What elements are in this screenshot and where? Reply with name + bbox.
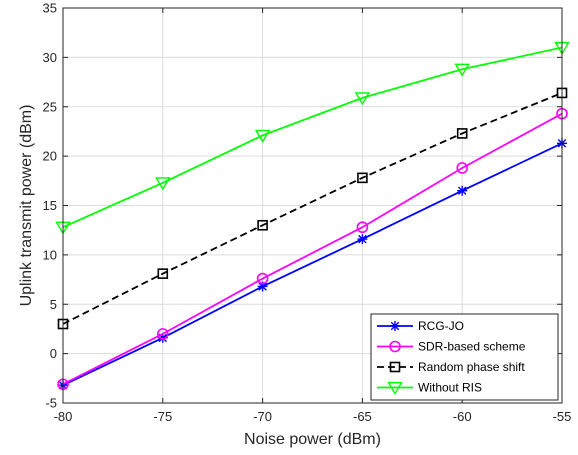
data-point: [457, 185, 468, 196]
series-line: [62, 142, 563, 387]
y-tick-label: 30: [43, 50, 57, 65]
y-tick-label: 20: [43, 149, 57, 164]
series-line: [62, 112, 563, 386]
data-point: [257, 281, 268, 292]
data-point: [456, 162, 469, 174]
legend-label: Random phase shift: [418, 360, 525, 374]
legend-label: RCG-JO: [418, 319, 464, 333]
x-tick-label: -70: [253, 409, 272, 424]
legend-label: Without RIS: [418, 381, 482, 395]
y-tick-label: 35: [43, 1, 57, 16]
series-line: [62, 46, 563, 229]
data-point: [454, 63, 470, 77]
legend-entry: Random phase shift: [377, 360, 525, 374]
data-point: [356, 221, 369, 234]
legend-marker: [390, 321, 400, 331]
legend-marker: [389, 361, 401, 373]
y-tick-label: 25: [43, 99, 57, 114]
legend-marker: [389, 340, 401, 353]
y-tick-label: 10: [43, 247, 57, 262]
legend: RCG-JO SDR-based scheme Random phase shift…: [370, 313, 559, 401]
axis-ticks: -80 -75 -70 -65 -60 -55 -5 0 5 10 15 20 25 30 35: [43, 1, 572, 425]
data-point: [157, 328, 169, 340]
data-point: [155, 177, 171, 191]
legend-entry: SDR-based scheme: [377, 340, 526, 354]
data-point: [257, 219, 268, 231]
data-point: [357, 234, 368, 245]
legend-entry: Without RIS: [377, 381, 482, 396]
y-tick-label: 15: [43, 198, 57, 213]
data-point: [157, 268, 169, 279]
x-tick-label: -55: [553, 409, 572, 424]
legend-label: SDR-based scheme: [418, 340, 526, 354]
y-axis-label: Uplink transmit power (dBm): [18, 105, 35, 307]
x-tick-label: -65: [353, 409, 372, 424]
data-point: [254, 129, 271, 143]
data-point: [157, 332, 168, 343]
legend-marker: [387, 381, 403, 396]
series-line: [62, 92, 563, 325]
data-point: [256, 272, 269, 285]
data-point: [354, 92, 371, 106]
x-tick-label: -60: [453, 409, 472, 424]
data-point: [456, 128, 468, 139]
x-axis-label: Noise power (dBm): [244, 431, 381, 448]
legend-box: [370, 313, 559, 401]
y-tick-label: 0: [50, 346, 57, 361]
y-tick-label: -5: [45, 396, 57, 411]
data-point: [357, 172, 368, 184]
legend-entry: RCG-JO: [377, 319, 464, 333]
x-tick-label: -80: [54, 409, 73, 424]
y-tick-label: 5: [50, 297, 57, 312]
x-tick-label: -75: [153, 409, 172, 424]
